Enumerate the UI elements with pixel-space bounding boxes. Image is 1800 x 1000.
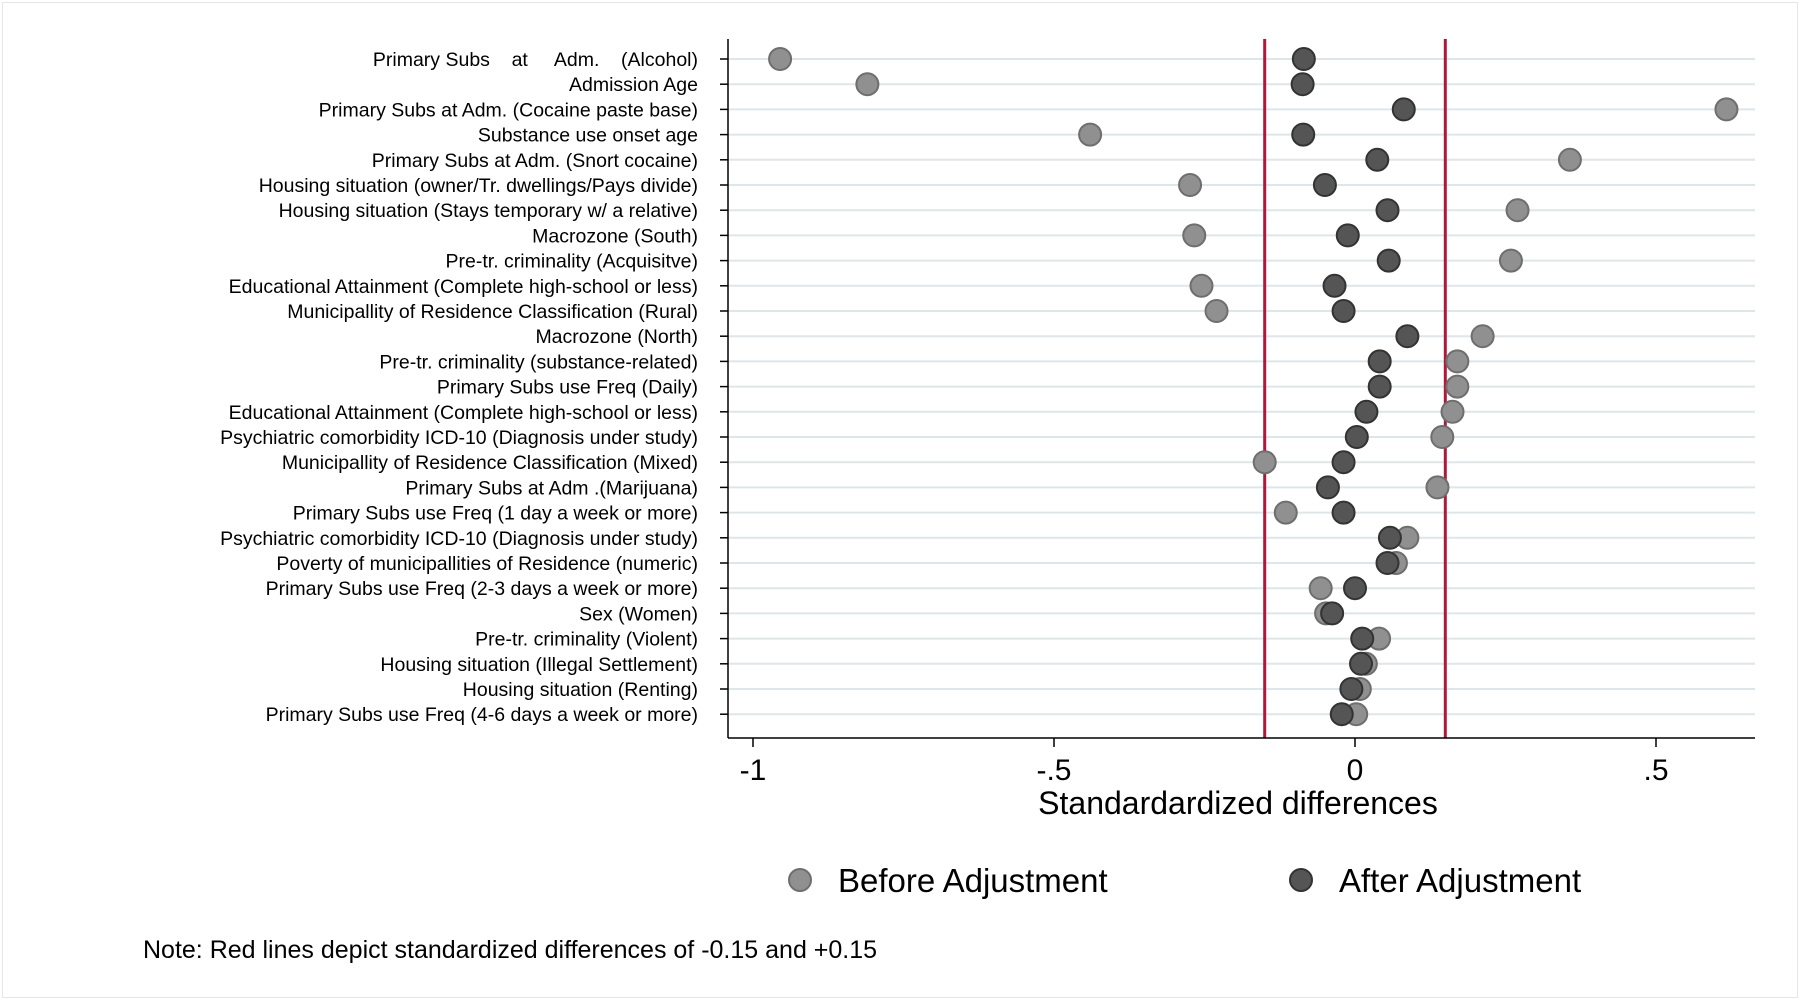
standardized-differences-chart: -1 -.5 0 .5 Primary Subs at Adm. (Alcohol) A… (143, 39, 1755, 964)
category-label: Housing situation (Illegal Settlement) (380, 654, 698, 676)
point-after-adjustment (1331, 450, 1356, 475)
legend-marker-before (788, 868, 812, 892)
category-label: Primary Subs use Freq (1 day a week or m… (293, 503, 698, 525)
category-label: Sex (Women) (579, 603, 698, 625)
category-label: Poverty of municipallities of Residence … (276, 553, 698, 575)
category-label: Primary Subs use Freq (2-3 days a week o… (266, 578, 698, 600)
x-tick-label: -.5 (1036, 754, 1071, 787)
category-label: Substance use onset age (478, 125, 698, 147)
point-before-adjustment (1430, 425, 1455, 449)
category-label: Primary Subs at Adm. (Cocaine paste base… (319, 99, 698, 121)
point-before-adjustment (1273, 500, 1298, 525)
point-after-adjustment (1350, 626, 1375, 651)
chart-note: Note: Red lines depict standardized diff… (143, 936, 877, 964)
point-before-adjustment (1445, 374, 1470, 399)
point-after-adjustment (1375, 198, 1400, 223)
point-before-adjustment (1425, 475, 1450, 500)
point-before-adjustment (1252, 450, 1277, 475)
point-before-adjustment (1498, 248, 1523, 273)
category-label: Psychiatric comorbidity ICD-10 (Diagnosi… (220, 427, 698, 449)
point-after-adjustment (1344, 425, 1369, 449)
gridlines (728, 58, 1755, 716)
x-tick-label: 0 (1347, 754, 1364, 787)
point-after-adjustment (1365, 147, 1390, 172)
point-before-adjustment (1078, 122, 1103, 147)
category-label: Primary Subs at Adm. (Snort cocaine) (372, 150, 698, 172)
point-before-adjustment (855, 72, 880, 97)
x-axis-title: Standardardized differences (1038, 785, 1438, 821)
legend-marker-after (1289, 868, 1313, 892)
point-before-adjustment (1714, 97, 1739, 122)
point-after-adjustment (1343, 576, 1367, 601)
point-before-adjustment (1182, 223, 1207, 248)
legend-label-before: Before Adjustment (838, 862, 1108, 899)
x-tick-label: .5 (1643, 754, 1668, 787)
category-label: Admission Age (569, 74, 698, 96)
category-label: Primary Subs at Adm .(Marijuana) (405, 477, 698, 499)
point-after-adjustment (1354, 399, 1379, 424)
point-after-adjustment (1312, 173, 1337, 197)
reference-lines (1263, 39, 1447, 738)
category-label: Primary Subs use Freq (Daily) (437, 377, 698, 399)
category-label: Macrozone (North) (535, 326, 698, 348)
point-before-adjustment (1178, 173, 1203, 197)
category-label: Municipallity of Residence Classificatio… (287, 301, 698, 323)
point-before-adjustment (1204, 299, 1229, 323)
point-before-adjustment (1557, 147, 1582, 172)
point-after-adjustment (1291, 47, 1316, 71)
data-points (768, 47, 1739, 727)
legend-label-after: After Adjustment (1339, 862, 1581, 899)
point-after-adjustment (1391, 97, 1416, 122)
category-label: Pre-tr. criminality (Acquisitve) (446, 251, 698, 273)
point-before-adjustment (1505, 198, 1530, 223)
point-after-adjustment (1376, 248, 1401, 273)
point-after-adjustment (1367, 349, 1392, 374)
point-before-adjustment (1470, 324, 1495, 349)
category-label: Pre-tr. criminality (Violent) (475, 629, 698, 651)
category-label: Educational Attainment (Complete high-sc… (229, 402, 698, 424)
category-label: Pre-tr. criminality (substance-related) (379, 351, 698, 373)
point-after-adjustment (1320, 601, 1345, 626)
category-label: Educational Attainment (Complete high-sc… (229, 276, 698, 298)
point-after-adjustment (1322, 273, 1347, 298)
point-after-adjustment (1375, 551, 1400, 575)
point-before-adjustment (1308, 576, 1333, 601)
category-label: Housing situation (Renting) (463, 679, 698, 701)
category-label: Macrozone (South) (532, 225, 698, 247)
category-label: Primary Subs at Adm. (Alcohol) (373, 49, 698, 71)
point-after-adjustment (1349, 651, 1374, 676)
category-label: Municipallity of Residence Classificatio… (282, 452, 698, 474)
point-before-adjustment (1445, 349, 1470, 374)
point-after-adjustment (1331, 500, 1356, 525)
point-before-adjustment (768, 47, 793, 71)
point-after-adjustment (1339, 677, 1364, 701)
category-label: Housing situation (Stays temporary w/ a … (279, 200, 698, 222)
category-label: Psychiatric comorbidity ICD-10 (Diagnosi… (220, 528, 698, 550)
x-tick-label: -1 (740, 754, 767, 787)
axes: -1 -.5 0 .5 (720, 39, 1755, 787)
point-after-adjustment (1367, 374, 1392, 399)
legend: Before Adjustment After Adjustment (788, 862, 1581, 899)
category-label: Housing situation (owner/Tr. dwellings/P… (259, 175, 698, 197)
point-after-adjustment (1335, 223, 1360, 248)
point-after-adjustment (1290, 72, 1315, 97)
point-before-adjustment (1440, 399, 1465, 424)
category-labels: Primary Subs at Adm. (Alcohol) Admission … (220, 49, 698, 726)
point-before-adjustment (1189, 273, 1214, 298)
point-after-adjustment (1331, 299, 1356, 323)
point-after-adjustment (1291, 122, 1316, 147)
category-label: Primary Subs use Freq (4-6 days a week o… (266, 704, 698, 726)
point-after-adjustment (1377, 525, 1402, 550)
point-after-adjustment (1395, 324, 1420, 349)
point-after-adjustment (1329, 702, 1354, 727)
point-after-adjustment (1315, 475, 1340, 500)
